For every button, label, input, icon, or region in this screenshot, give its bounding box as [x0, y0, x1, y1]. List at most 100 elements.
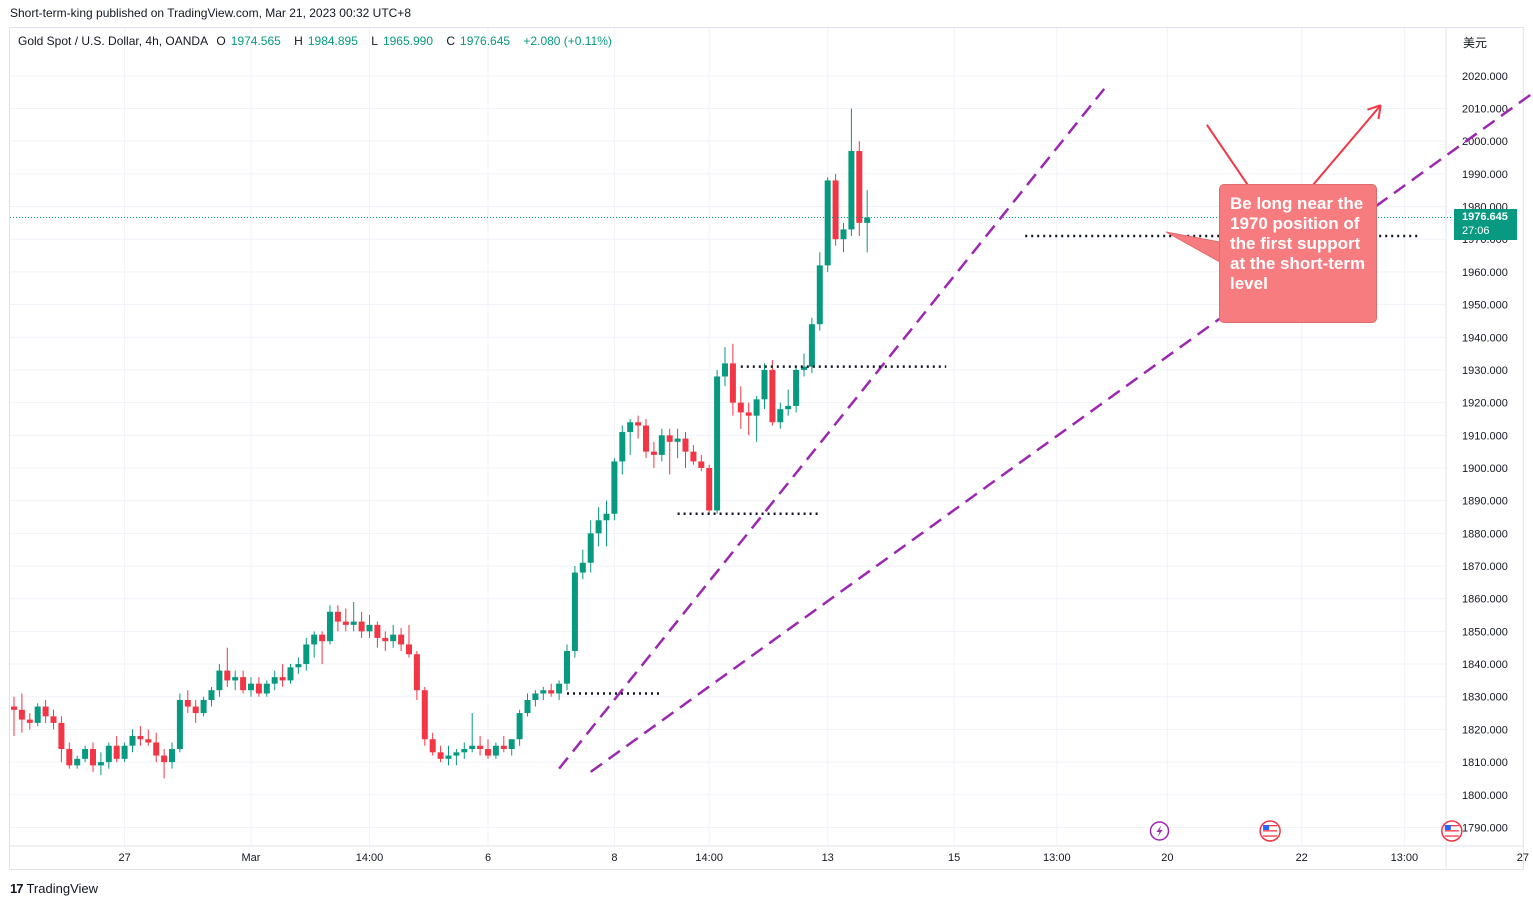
- price-tick-label: 1950.000: [1462, 300, 1508, 312]
- chart-frame: [9, 27, 1524, 870]
- candle: [714, 369, 721, 514]
- candle: [761, 363, 768, 410]
- candle-body: [42, 706, 49, 717]
- candle: [90, 742, 96, 772]
- candle: [184, 690, 191, 714]
- candle: [437, 745, 444, 763]
- brand-name: TradingView: [26, 881, 99, 896]
- candle-body: [674, 438, 681, 442]
- candle-body: [429, 739, 436, 753]
- candle: [11, 696, 17, 736]
- candle-body: [469, 745, 476, 750]
- candle-body: [421, 690, 428, 740]
- candle: [121, 742, 128, 763]
- candles-layer: [11, 108, 871, 779]
- candle-body: [224, 670, 231, 681]
- price-tick-label: 1920.000: [1462, 398, 1508, 410]
- candle: [358, 611, 365, 638]
- candle-body: [121, 745, 128, 759]
- candle: [248, 677, 254, 697]
- candle: [540, 686, 547, 701]
- candle: [342, 608, 349, 632]
- price-tick-label: 1870.000: [1462, 561, 1508, 573]
- price-tick-label: 1850.000: [1462, 626, 1508, 638]
- candle-body: [97, 762, 104, 766]
- candle-body: [722, 363, 728, 377]
- candle-body: [650, 451, 657, 455]
- candle-body: [184, 700, 191, 707]
- price-tick-label: 1790.000: [1462, 822, 1508, 834]
- candle-body: [374, 624, 381, 638]
- candle: [413, 650, 420, 701]
- candle: [650, 441, 657, 468]
- candle: [34, 703, 41, 727]
- candle-body: [287, 667, 294, 681]
- flag-stripe: [1444, 827, 1459, 829]
- candle-body: [508, 739, 515, 750]
- candle-body: [579, 562, 586, 573]
- open-value: O 1974.565: [216, 34, 281, 48]
- candle: [74, 755, 81, 769]
- candle: [485, 739, 491, 759]
- candle-body: [50, 716, 57, 723]
- symbol-legend[interactable]: Gold Spot / U.S. Dollar, 4h, OANDA O 1974…: [18, 34, 617, 48]
- candle: [611, 458, 618, 521]
- candle-body: [737, 402, 744, 413]
- candle: [832, 173, 839, 246]
- candle-body: [761, 369, 768, 400]
- time-tick-label: Mar: [242, 852, 261, 864]
- change-value: +2.080 (+0.11%): [523, 34, 612, 48]
- candle-body: [753, 399, 760, 416]
- candle: [66, 742, 73, 769]
- flag-stripe: [1263, 835, 1278, 837]
- high-value: H 1984.895: [294, 34, 358, 48]
- candle-body: [627, 422, 634, 433]
- candle-body: [192, 706, 199, 714]
- candle-body: [358, 621, 365, 632]
- candle-body: [437, 752, 444, 759]
- price-tick-label: 1940.000: [1462, 332, 1508, 344]
- candle-body: [643, 425, 649, 452]
- candle-body: [176, 700, 183, 750]
- candle: [516, 709, 523, 746]
- time-tick-label: 14:00: [356, 852, 384, 864]
- flag-stripe: [1263, 825, 1278, 827]
- candle-body: [777, 409, 784, 423]
- candle-body: [848, 150, 855, 230]
- callout-note[interactable]: Be long near the 1970 position of the fi…: [1219, 184, 1377, 323]
- candle: [279, 664, 286, 687]
- candle-body: [801, 366, 807, 370]
- candle-body: [745, 412, 752, 416]
- candle: [18, 693, 25, 733]
- candle: [571, 566, 578, 658]
- candle-body: [366, 624, 373, 632]
- candle-body: [690, 451, 697, 462]
- candle: [619, 425, 626, 475]
- candle: [334, 605, 341, 632]
- candle-body: [524, 700, 531, 714]
- candle: [737, 386, 744, 429]
- candle-body: [666, 435, 673, 442]
- flag-canton: [1444, 825, 1451, 830]
- candle-body: [390, 634, 397, 642]
- candle: [745, 402, 752, 436]
- time-tick-label: 13:00: [1043, 852, 1071, 864]
- candle: [129, 729, 136, 753]
- candle: [145, 729, 152, 746]
- currency-label[interactable]: 美元: [1463, 36, 1488, 50]
- candle-body: [808, 324, 815, 367]
- time-tick-label: 6: [485, 852, 491, 864]
- candle-body: [492, 745, 499, 756]
- tradingview-brand[interactable]: 17 TradingView: [10, 881, 98, 896]
- candle: [421, 686, 428, 746]
- candle-body: [34, 706, 41, 723]
- flag-stripe: [1263, 832, 1278, 835]
- candle: [603, 500, 610, 547]
- candle: [153, 732, 160, 763]
- candle-body: [90, 749, 96, 766]
- candle-body: [311, 634, 318, 645]
- price-tick-label: 2010.000: [1462, 104, 1508, 116]
- candle: [793, 366, 800, 413]
- candle: [263, 680, 270, 697]
